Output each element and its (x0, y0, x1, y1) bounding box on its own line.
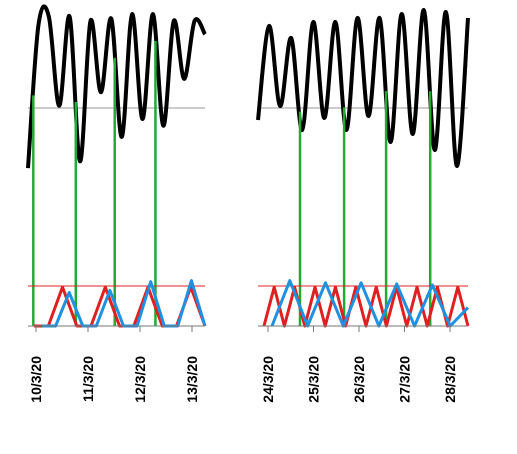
top-series-line (256, 7, 470, 169)
x-tick-label-3: 13/3/20 (184, 356, 200, 403)
x-tick-label-2: 26/3/20 (351, 356, 367, 403)
x-tick-label-0: 10/3/20 (28, 356, 44, 403)
lower-blue-series (270, 279, 470, 328)
x-tick-label-0: 24/3/20 (260, 356, 276, 403)
x-tick-label-3: 27/3/20 (397, 356, 413, 403)
top-series-line (26, 4, 207, 169)
right-chart-panel: 24/3/20 25/3/20 26/3/20 27/3/20 28/3/20 (256, 7, 470, 403)
lower-blue-series (42, 279, 207, 328)
left-chart-panel: 10/3/20 11/3/20 12/3/20 13/3/20 (26, 4, 207, 403)
x-tick-label-1: 25/3/20 (306, 356, 322, 403)
x-tick-label-1: 11/3/20 (80, 356, 96, 402)
x-tick-label-4: 28/3/20 (442, 356, 458, 403)
x-tick-label-2: 12/3/20 (132, 356, 148, 403)
